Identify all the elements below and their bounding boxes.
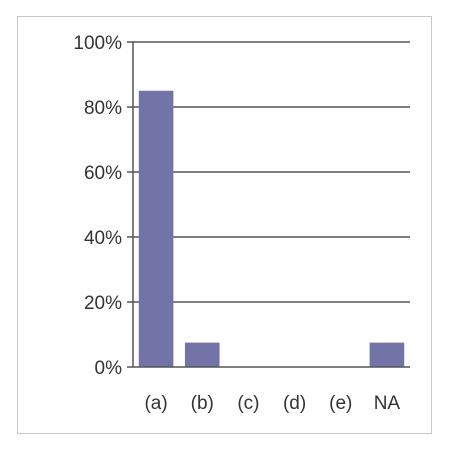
bar bbox=[184, 342, 220, 367]
y-tick-labels: 0% 20% 40% 60% 80% 100% bbox=[73, 33, 122, 379]
y-tick-label: 40% bbox=[84, 228, 122, 249]
x-tick-label: NA bbox=[374, 393, 401, 414]
bar bbox=[138, 90, 174, 367]
x-tick-label: (b) bbox=[191, 393, 214, 414]
x-tick-label: (d) bbox=[283, 393, 306, 414]
x-tick-labels: (a) (b) (c) (d) (e) NA bbox=[144, 393, 400, 414]
y-tick-label: 100% bbox=[73, 33, 122, 54]
y-tick-label: 80% bbox=[84, 98, 122, 119]
gridlines bbox=[133, 41, 410, 303]
bars bbox=[138, 90, 405, 367]
chart-frame bbox=[17, 16, 432, 434]
axes bbox=[127, 41, 410, 368]
bar bbox=[369, 342, 405, 367]
x-tick-label: (e) bbox=[329, 393, 352, 414]
y-tick-label: 0% bbox=[95, 358, 123, 379]
y-tick-label: 60% bbox=[84, 163, 122, 184]
y-tick-label: 20% bbox=[84, 293, 122, 314]
x-tick-label: (c) bbox=[237, 393, 259, 414]
x-tick-label: (a) bbox=[144, 393, 167, 414]
